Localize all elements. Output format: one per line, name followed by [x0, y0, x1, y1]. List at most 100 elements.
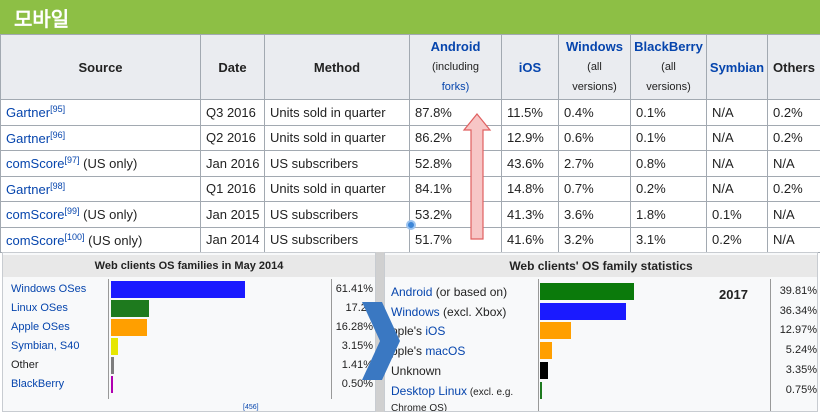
left-chart-label[interactable]: Apple OSes [11, 321, 70, 333]
blackberry-cell: 0.8% [630, 150, 707, 177]
right-chart-label-text[interactable]: Windows [391, 304, 440, 319]
right-chart-label-text[interactable]: Android [391, 285, 433, 299]
method-cell: Units sold in quarter [264, 124, 410, 151]
citation-ref[interactable]: [99] [64, 206, 80, 217]
left-chart-row: BlackBerry 0.50% [3, 376, 375, 395]
right-chart-label-text: pple's [391, 344, 426, 359]
others-cell: N/A [767, 150, 820, 177]
others-cell: N/A [767, 226, 820, 253]
blackberry-cell: 3.1% [630, 226, 707, 253]
right-chart-pct: 0.75% [785, 383, 817, 396]
citation-ref[interactable]: [95] [50, 104, 66, 115]
method-cell: US subscribers [264, 201, 410, 228]
header-symbian[interactable]: Symbian [706, 34, 768, 100]
left-chart-bar [111, 357, 115, 374]
right-chart-row: pple's iOS 12.97% [385, 322, 817, 341]
method-cell: Units sold in quarter [264, 175, 410, 202]
ios-cell: 11.5% [501, 99, 559, 126]
blackberry-cell: 0.1% [630, 99, 707, 126]
blackberry-cell: 1.8% [630, 201, 707, 228]
left-chart-pct: 3.15% [341, 340, 373, 352]
date-cell: Jan 2014 [200, 226, 265, 253]
header-method: Method [264, 34, 410, 100]
header-ios[interactable]: iOS [501, 34, 559, 100]
right-chart-row: Desktop Linux (excl. e.g. 0.75% [385, 381, 817, 401]
symbian-cell: N/A [706, 99, 768, 126]
citation-ref[interactable]: [98] [50, 180, 66, 191]
source-cell: Gartner[95] [0, 99, 201, 126]
table-row: Gartner[95] Q3 2016 Units sold in quarter 8… [0, 99, 820, 126]
left-chart-footnote[interactable]: [456] [243, 404, 259, 411]
ios-cell: 12.9% [501, 124, 559, 151]
header-windows-sub1: (all [587, 61, 602, 73]
right-chart-divider [538, 279, 539, 411]
left-chart-divider-2 [331, 279, 332, 399]
symbian-cell: 0.2% [706, 226, 768, 253]
source-link[interactable]: Gartner [6, 130, 51, 146]
citation-ref[interactable]: [100] [64, 231, 85, 242]
source-link[interactable]: comScore [6, 156, 65, 172]
right-chart-divider-2 [770, 279, 771, 411]
right-chart-pct: 36.34% [779, 304, 817, 317]
left-chart-pct: 16.28% [335, 321, 373, 333]
citation-ref[interactable]: [97] [64, 155, 80, 166]
header-blackberry-label[interactable]: BlackBerry [634, 39, 703, 54]
left-chart-panel: Web clients OS families in May 2014 Wind… [2, 252, 376, 412]
left-chart-row: Linux OSes 17.22 [3, 300, 375, 319]
source-cell: Gartner[98] [0, 175, 201, 202]
right-chart-label[interactable]: Android (or based on) [391, 285, 507, 299]
right-chart-label: pple's macOS [391, 344, 465, 358]
header-windows-sub2: versions) [572, 81, 617, 93]
left-chart-label[interactable]: Windows OSes [11, 283, 87, 295]
blackberry-cell: 0.1% [630, 124, 707, 151]
symbian-cell: N/A [706, 175, 768, 202]
citation-ref[interactable]: [96] [50, 129, 66, 140]
up-arrow-icon [462, 113, 492, 240]
source-link[interactable]: comScore [6, 232, 65, 248]
symbian-cell: 0.1% [706, 201, 768, 228]
android-cell: 87.8% [409, 99, 502, 126]
chevron-right-icon [362, 302, 400, 380]
right-chart-row-continuation: Chrome OS) [385, 401, 817, 412]
right-chart-label-continuation: Chrome OS) [391, 403, 448, 412]
source-link[interactable]: comScore [6, 207, 65, 223]
method-cell: US subscribers [264, 150, 410, 177]
title-bar: 모바일 [0, 0, 820, 34]
left-chart-bar [111, 376, 113, 393]
header-windows[interactable]: Windows (all versions) [558, 34, 631, 100]
header-date: Date [200, 34, 265, 100]
left-chart-label[interactable]: Linux OSes [11, 302, 68, 314]
right-chart-label[interactable]: Windows (excl. Xbox) [391, 305, 506, 319]
ios-cell: 41.3% [501, 201, 559, 228]
left-chart-label[interactable]: BlackBerry [11, 378, 65, 390]
source-link[interactable]: Gartner [6, 181, 51, 197]
mobile-os-share-table: Source Date Method Android (including fo… [0, 34, 820, 253]
header-android-sub-link[interactable]: forks) [441, 81, 470, 93]
others-cell: 0.2% [767, 175, 820, 202]
header-blackberry[interactable]: BlackBerry (all versions) [630, 34, 707, 100]
left-chart-label[interactable]: Symbian, S40 [11, 340, 80, 352]
left-chart-bar [111, 281, 245, 298]
page-title: 모바일 [14, 7, 70, 31]
ios-cell: 14.8% [501, 175, 559, 202]
source-cell: comScore[99] (US only) [0, 201, 201, 228]
header-others: Others [767, 34, 820, 100]
right-chart-pct: 3.35% [785, 363, 817, 376]
left-chart-bar [111, 300, 149, 317]
right-chart-bar [540, 283, 634, 300]
blackberry-cell: 0.2% [630, 175, 707, 202]
header-windows-label[interactable]: Windows [566, 39, 623, 54]
right-chart-label[interactable]: Desktop Linux (excl. e.g. [391, 384, 513, 398]
source-note: (US only) [79, 156, 138, 172]
right-chart-label-suffix: (excl. e.g. [467, 386, 514, 398]
others-cell: 0.2% [767, 99, 820, 126]
right-chart-label-text[interactable]: Desktop Linux [391, 383, 468, 398]
date-cell: Q2 2016 [200, 124, 265, 151]
header-android-label[interactable]: Android [430, 39, 481, 54]
right-chart-label-link[interactable]: macOS [425, 344, 466, 359]
left-chart-pct: 1.41% [341, 359, 373, 371]
header-android[interactable]: Android (including forks) [409, 34, 502, 100]
left-chart-bar [111, 319, 147, 336]
right-chart-label-link[interactable]: iOS [425, 324, 446, 339]
source-link[interactable]: Gartner [6, 105, 51, 121]
